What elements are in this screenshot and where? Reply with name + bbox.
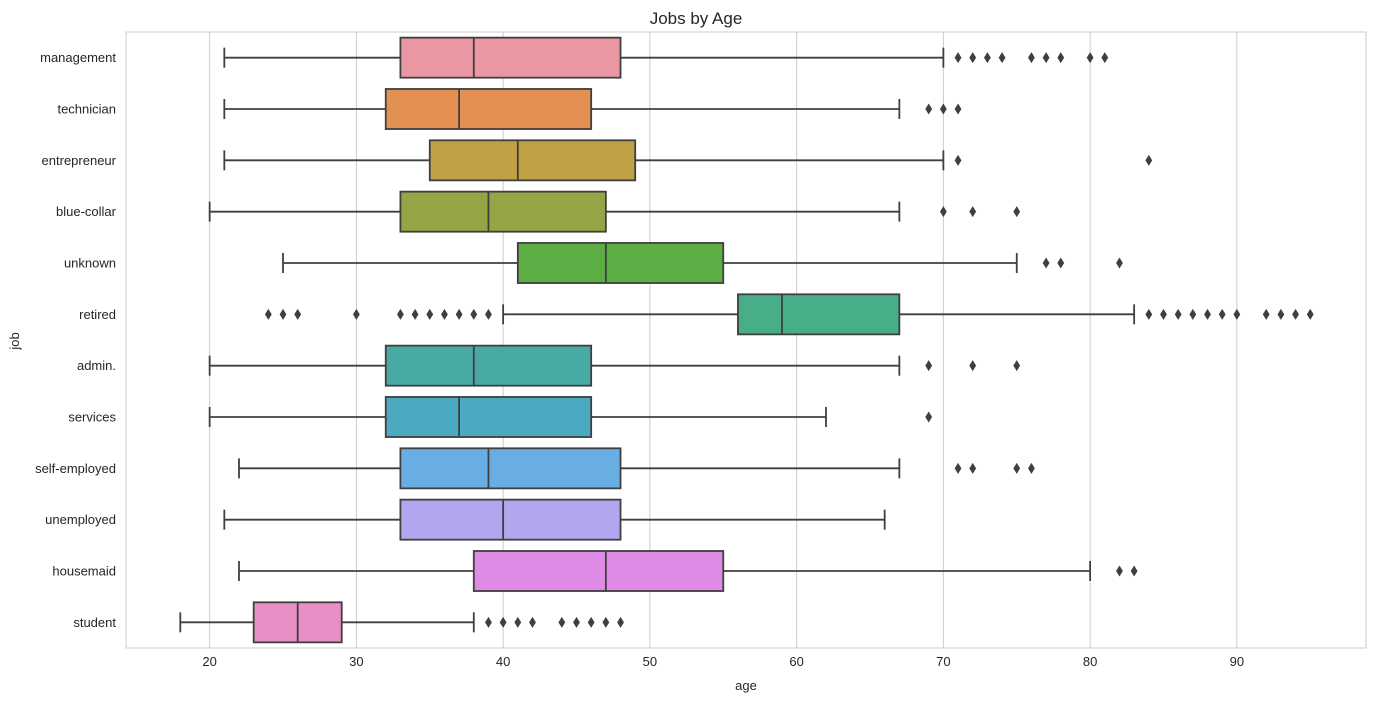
outlier-management-7 xyxy=(1086,52,1094,64)
box-retired xyxy=(737,293,901,336)
outlier-retired-3 xyxy=(352,308,360,320)
outlier-student-4 xyxy=(558,616,566,628)
outlier-technician-2 xyxy=(954,103,962,115)
outlier-student-7 xyxy=(602,616,610,628)
outlier-retired-10 xyxy=(485,308,492,320)
outlier-retired-4 xyxy=(397,308,404,320)
outlier-retired-17 xyxy=(1233,308,1241,320)
x-tick-label-70: 70 xyxy=(936,654,950,669)
outlier-retired-0 xyxy=(264,308,272,320)
outlier-retired-9 xyxy=(470,308,478,320)
outlier-housemaid-0 xyxy=(1116,565,1123,577)
outlier-self-employed-1 xyxy=(969,462,977,474)
outlier-retired-16 xyxy=(1218,308,1226,320)
y-tick-label-admin: admin. xyxy=(77,358,116,373)
x-tick-label-50: 50 xyxy=(643,654,657,669)
outlier-retired-14 xyxy=(1189,308,1197,320)
outlier-housemaid-1 xyxy=(1130,565,1138,577)
outlier-retired-21 xyxy=(1306,308,1314,320)
box-entrepreneur xyxy=(428,139,637,182)
box-self-employed xyxy=(399,447,622,490)
outlier-self-employed-0 xyxy=(954,462,962,474)
x-axis-label: age xyxy=(735,678,757,693)
outlier-self-employed-3 xyxy=(1028,462,1035,474)
outlier-management-2 xyxy=(983,52,991,64)
plot-background xyxy=(126,32,1366,648)
outlier-student-2 xyxy=(514,616,522,628)
outlier-retired-13 xyxy=(1174,308,1182,320)
outlier-retired-1 xyxy=(279,308,287,320)
outlier-retired-6 xyxy=(426,308,434,320)
y-axis-label: job xyxy=(7,332,22,350)
x-tick-label-60: 60 xyxy=(789,654,803,669)
box-services xyxy=(384,396,593,438)
outlier-services-0 xyxy=(925,411,933,423)
y-tick-label-housemaid: housemaid xyxy=(52,564,116,579)
outlier-entrepreneur-1 xyxy=(1145,154,1153,166)
y-tick-label-retired: retired xyxy=(79,307,116,322)
box-admin xyxy=(384,344,593,387)
outlier-technician-0 xyxy=(925,103,933,115)
box-management xyxy=(399,36,622,79)
outlier-management-0 xyxy=(954,52,962,64)
y-tick-label-blue-collar: blue-collar xyxy=(56,204,117,219)
outlier-entrepreneur-0 xyxy=(954,154,962,166)
outlier-retired-5 xyxy=(411,308,419,320)
outlier-retired-11 xyxy=(1145,308,1153,320)
outlier-admin-1 xyxy=(969,360,977,372)
outlier-retired-12 xyxy=(1160,308,1167,320)
outlier-blue-collar-1 xyxy=(969,206,977,218)
y-tick-label-unemployed: unemployed xyxy=(45,512,116,527)
x-tick-label-30: 30 xyxy=(349,654,363,669)
y-tick-label-student: student xyxy=(73,615,116,630)
outlier-management-3 xyxy=(998,52,1006,64)
x-tick-label-20: 20 xyxy=(202,654,216,669)
outlier-retired-8 xyxy=(455,308,463,320)
outlier-retired-7 xyxy=(441,308,448,320)
box-technician xyxy=(384,88,593,130)
box-housemaid xyxy=(472,550,725,592)
y-tick-label-technician: technician xyxy=(57,102,116,117)
outlier-unknown-0 xyxy=(1042,257,1050,269)
chart-title: Jobs by Age xyxy=(650,9,743,28)
y-tick-label-self-employed: self-employed xyxy=(35,461,116,476)
outlier-management-4 xyxy=(1028,52,1035,64)
outlier-student-6 xyxy=(587,616,595,628)
outlier-technician-1 xyxy=(939,103,947,115)
outlier-retired-20 xyxy=(1292,308,1299,320)
y-tick-label-unknown: unknown xyxy=(64,256,116,271)
plot-frame xyxy=(125,31,1367,649)
plot-area: 20 30 40 50 60 70 80 90 management technician entr… xyxy=(35,31,1367,669)
outlier-blue-collar-2 xyxy=(1013,206,1021,218)
outlier-retired-2 xyxy=(294,308,302,320)
outlier-self-employed-2 xyxy=(1013,462,1021,474)
outlier-management-6 xyxy=(1057,52,1065,64)
outlier-unknown-2 xyxy=(1116,257,1123,269)
box-unknown xyxy=(516,242,725,284)
x-tick-label-80: 80 xyxy=(1083,654,1097,669)
outlier-student-3 xyxy=(529,616,536,628)
box-unemployed xyxy=(399,498,622,541)
outlier-retired-19 xyxy=(1277,308,1285,320)
x-tick-label-40: 40 xyxy=(496,654,510,669)
y-tick-label-management: management xyxy=(40,50,116,65)
y-tick-label-services: services xyxy=(68,410,116,425)
box-blue-collar xyxy=(399,190,607,233)
outlier-blue-collar-0 xyxy=(939,206,947,218)
outlier-unknown-1 xyxy=(1057,257,1065,269)
outlier-management-8 xyxy=(1101,52,1109,64)
outlier-management-5 xyxy=(1042,52,1050,64)
outlier-student-8 xyxy=(617,616,624,628)
x-tick-label-90: 90 xyxy=(1230,654,1244,669)
outlier-admin-2 xyxy=(1013,360,1021,372)
outlier-student-0 xyxy=(485,616,492,628)
outlier-student-1 xyxy=(499,616,507,628)
outlier-retired-18 xyxy=(1262,308,1270,320)
y-tick-label-entrepreneur: entrepreneur xyxy=(42,153,117,168)
outlier-student-5 xyxy=(573,616,580,628)
outlier-admin-0 xyxy=(925,360,933,372)
outlier-management-1 xyxy=(969,52,977,64)
outlier-retired-15 xyxy=(1204,308,1211,320)
